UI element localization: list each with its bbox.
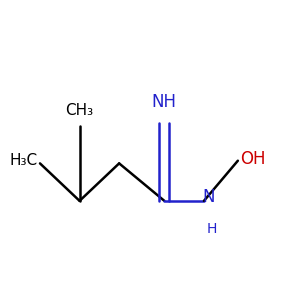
Text: OH: OH (240, 150, 266, 168)
Text: NH: NH (152, 93, 177, 111)
Text: N: N (202, 188, 215, 206)
Text: H₃C: H₃C (9, 153, 37, 168)
Text: H: H (207, 222, 217, 236)
Text: CH₃: CH₃ (65, 103, 94, 118)
